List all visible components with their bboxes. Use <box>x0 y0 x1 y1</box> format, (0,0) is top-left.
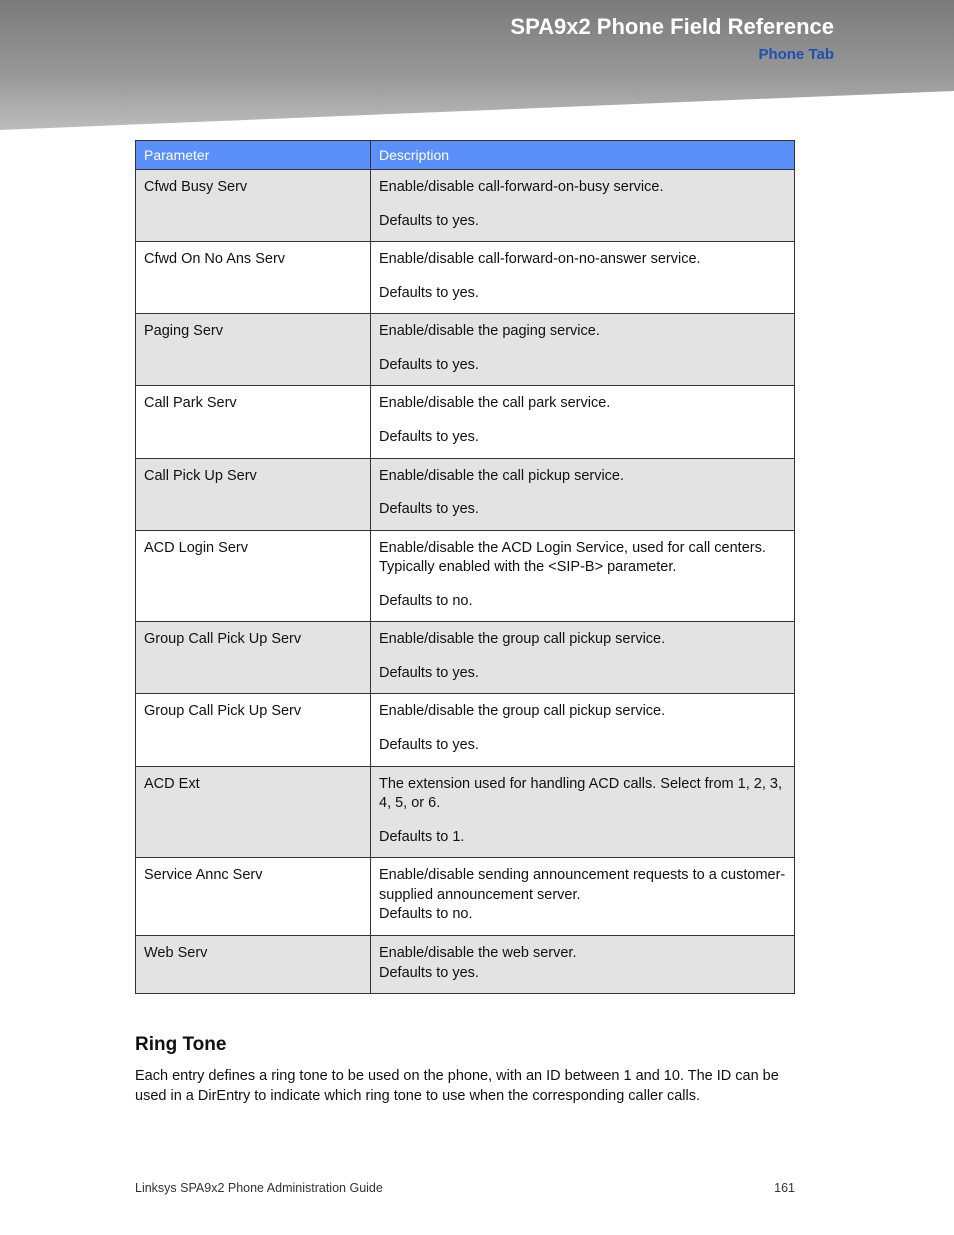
table-row: Cfwd On No Ans Serv Enable/disable call-f… <box>136 242 795 314</box>
cell-description: Enable/disable the paging service. Defaul… <box>371 314 795 386</box>
description-default: Defaults to yes. <box>379 212 786 232</box>
cell-parameter: Cfwd Busy Serv <box>136 170 371 242</box>
description-default: Defaults to no. <box>379 905 786 925</box>
content-area: Parameter Description Cfwd Busy ServEnab… <box>135 140 795 1107</box>
description-default: Defaults to 1. <box>379 828 786 848</box>
footer-doc-title: Linksys SPA9x2 Phone Administration Guid… <box>135 1181 383 1195</box>
description-default: Defaults to yes. <box>379 964 786 984</box>
page-subtitle: Phone Tab <box>758 46 834 63</box>
cell-description: Enable/disable the call park service. Def… <box>371 386 795 458</box>
cell-parameter: Call Pick Up Serv <box>136 458 371 530</box>
footer-page-number: 161 <box>774 1181 795 1195</box>
cell-parameter: Group Call Pick Up Serv <box>136 622 371 694</box>
cell-parameter: ACD Login Serv <box>136 530 371 622</box>
cell-parameter: Web Serv <box>136 935 371 993</box>
cell-description: Enable/disable the group call pickup ser… <box>371 622 795 694</box>
description-default: Defaults to no. <box>379 592 786 612</box>
cell-description: Enable/disable call-forward-on-no-answer… <box>371 242 795 314</box>
page-title: SPA9x2 Phone Field Reference <box>510 14 834 40</box>
cell-parameter: ACD Ext <box>136 766 371 858</box>
description-text: Enable/disable the group call pickup ser… <box>379 702 786 722</box>
reference-table: Parameter Description Cfwd Busy ServEnab… <box>135 140 795 994</box>
cell-parameter: Paging Serv <box>136 314 371 386</box>
description-default: Defaults to yes. <box>379 428 786 448</box>
section-heading-ring-tone: Ring Tone <box>135 1034 795 1056</box>
cell-description: Enable/disable the web server.Defaults t… <box>371 935 795 993</box>
table-row: Group Call Pick Up Serv Enable/disable th… <box>136 622 795 694</box>
col-header-parameter: Parameter <box>136 141 371 170</box>
description-default: Defaults to yes. <box>379 500 786 520</box>
table-row: Cfwd Busy Serv Enable/disable call-forwar… <box>136 170 795 242</box>
description-text: Enable/disable the call park service. <box>379 394 786 414</box>
cell-parameter: Service Annc Serv <box>136 858 371 936</box>
description-text: Enable/disable the ACD Login Service, us… <box>379 539 786 578</box>
description-default: Defaults to yes. <box>379 356 786 376</box>
description-text: Enable/disable call-forward-on-busy serv… <box>379 178 786 198</box>
description-default: Defaults to yes. <box>379 664 786 684</box>
description-text: The extension used for handling ACD call… <box>379 775 786 814</box>
cell-description: The extension used for handling ACD call… <box>371 766 795 858</box>
description-text: Enable/disable call-forward-on-no-answer… <box>379 250 786 270</box>
table-row: ACD Login ServEnable/disable the ACD Log… <box>136 530 795 622</box>
page-footer: Linksys SPA9x2 Phone Administration Guid… <box>135 1181 795 1195</box>
cell-description: Enable/disable the group call pickup ser… <box>371 694 795 766</box>
description-default: Defaults to yes. <box>379 284 786 304</box>
section-body-ring-tone: Each entry defines a ring tone to be use… <box>135 1066 795 1107</box>
description-text: Enable/disable the paging service. <box>379 322 786 342</box>
table-row: Service Annc ServEnable/disable sending … <box>136 858 795 936</box>
table-row: Call Park ServEnable/disable the call pa… <box>136 386 795 458</box>
cell-parameter: Call Park Serv <box>136 386 371 458</box>
table-row: ACD ExtThe extension used for handling A… <box>136 766 795 858</box>
description-default: Defaults to yes. <box>379 736 786 756</box>
cell-parameter: Cfwd On No Ans Serv <box>136 242 371 314</box>
table-row: Group Call Pick Up Serv Enable/disable th… <box>136 694 795 766</box>
table-row: Paging ServEnable/disable the paging ser… <box>136 314 795 386</box>
description-text: Enable/disable the call pickup service. <box>379 467 786 487</box>
description-text: Enable/disable the web server. <box>379 944 786 964</box>
table-row: Web ServEnable/disable the web server.De… <box>136 935 795 993</box>
cell-description: Enable/disable the ACD Login Service, us… <box>371 530 795 622</box>
cell-description: Enable/disable the call pickup service. D… <box>371 458 795 530</box>
col-header-description: Description <box>371 141 795 170</box>
cell-parameter: Group Call Pick Up Serv <box>136 694 371 766</box>
description-text: Enable/disable the group call pickup ser… <box>379 630 786 650</box>
cell-description: Enable/disable sending announcement requ… <box>371 858 795 936</box>
table-row: Call Pick Up ServEnable/disable the call… <box>136 458 795 530</box>
description-text: Enable/disable sending announcement requ… <box>379 866 786 905</box>
cell-description: Enable/disable call-forward-on-busy serv… <box>371 170 795 242</box>
